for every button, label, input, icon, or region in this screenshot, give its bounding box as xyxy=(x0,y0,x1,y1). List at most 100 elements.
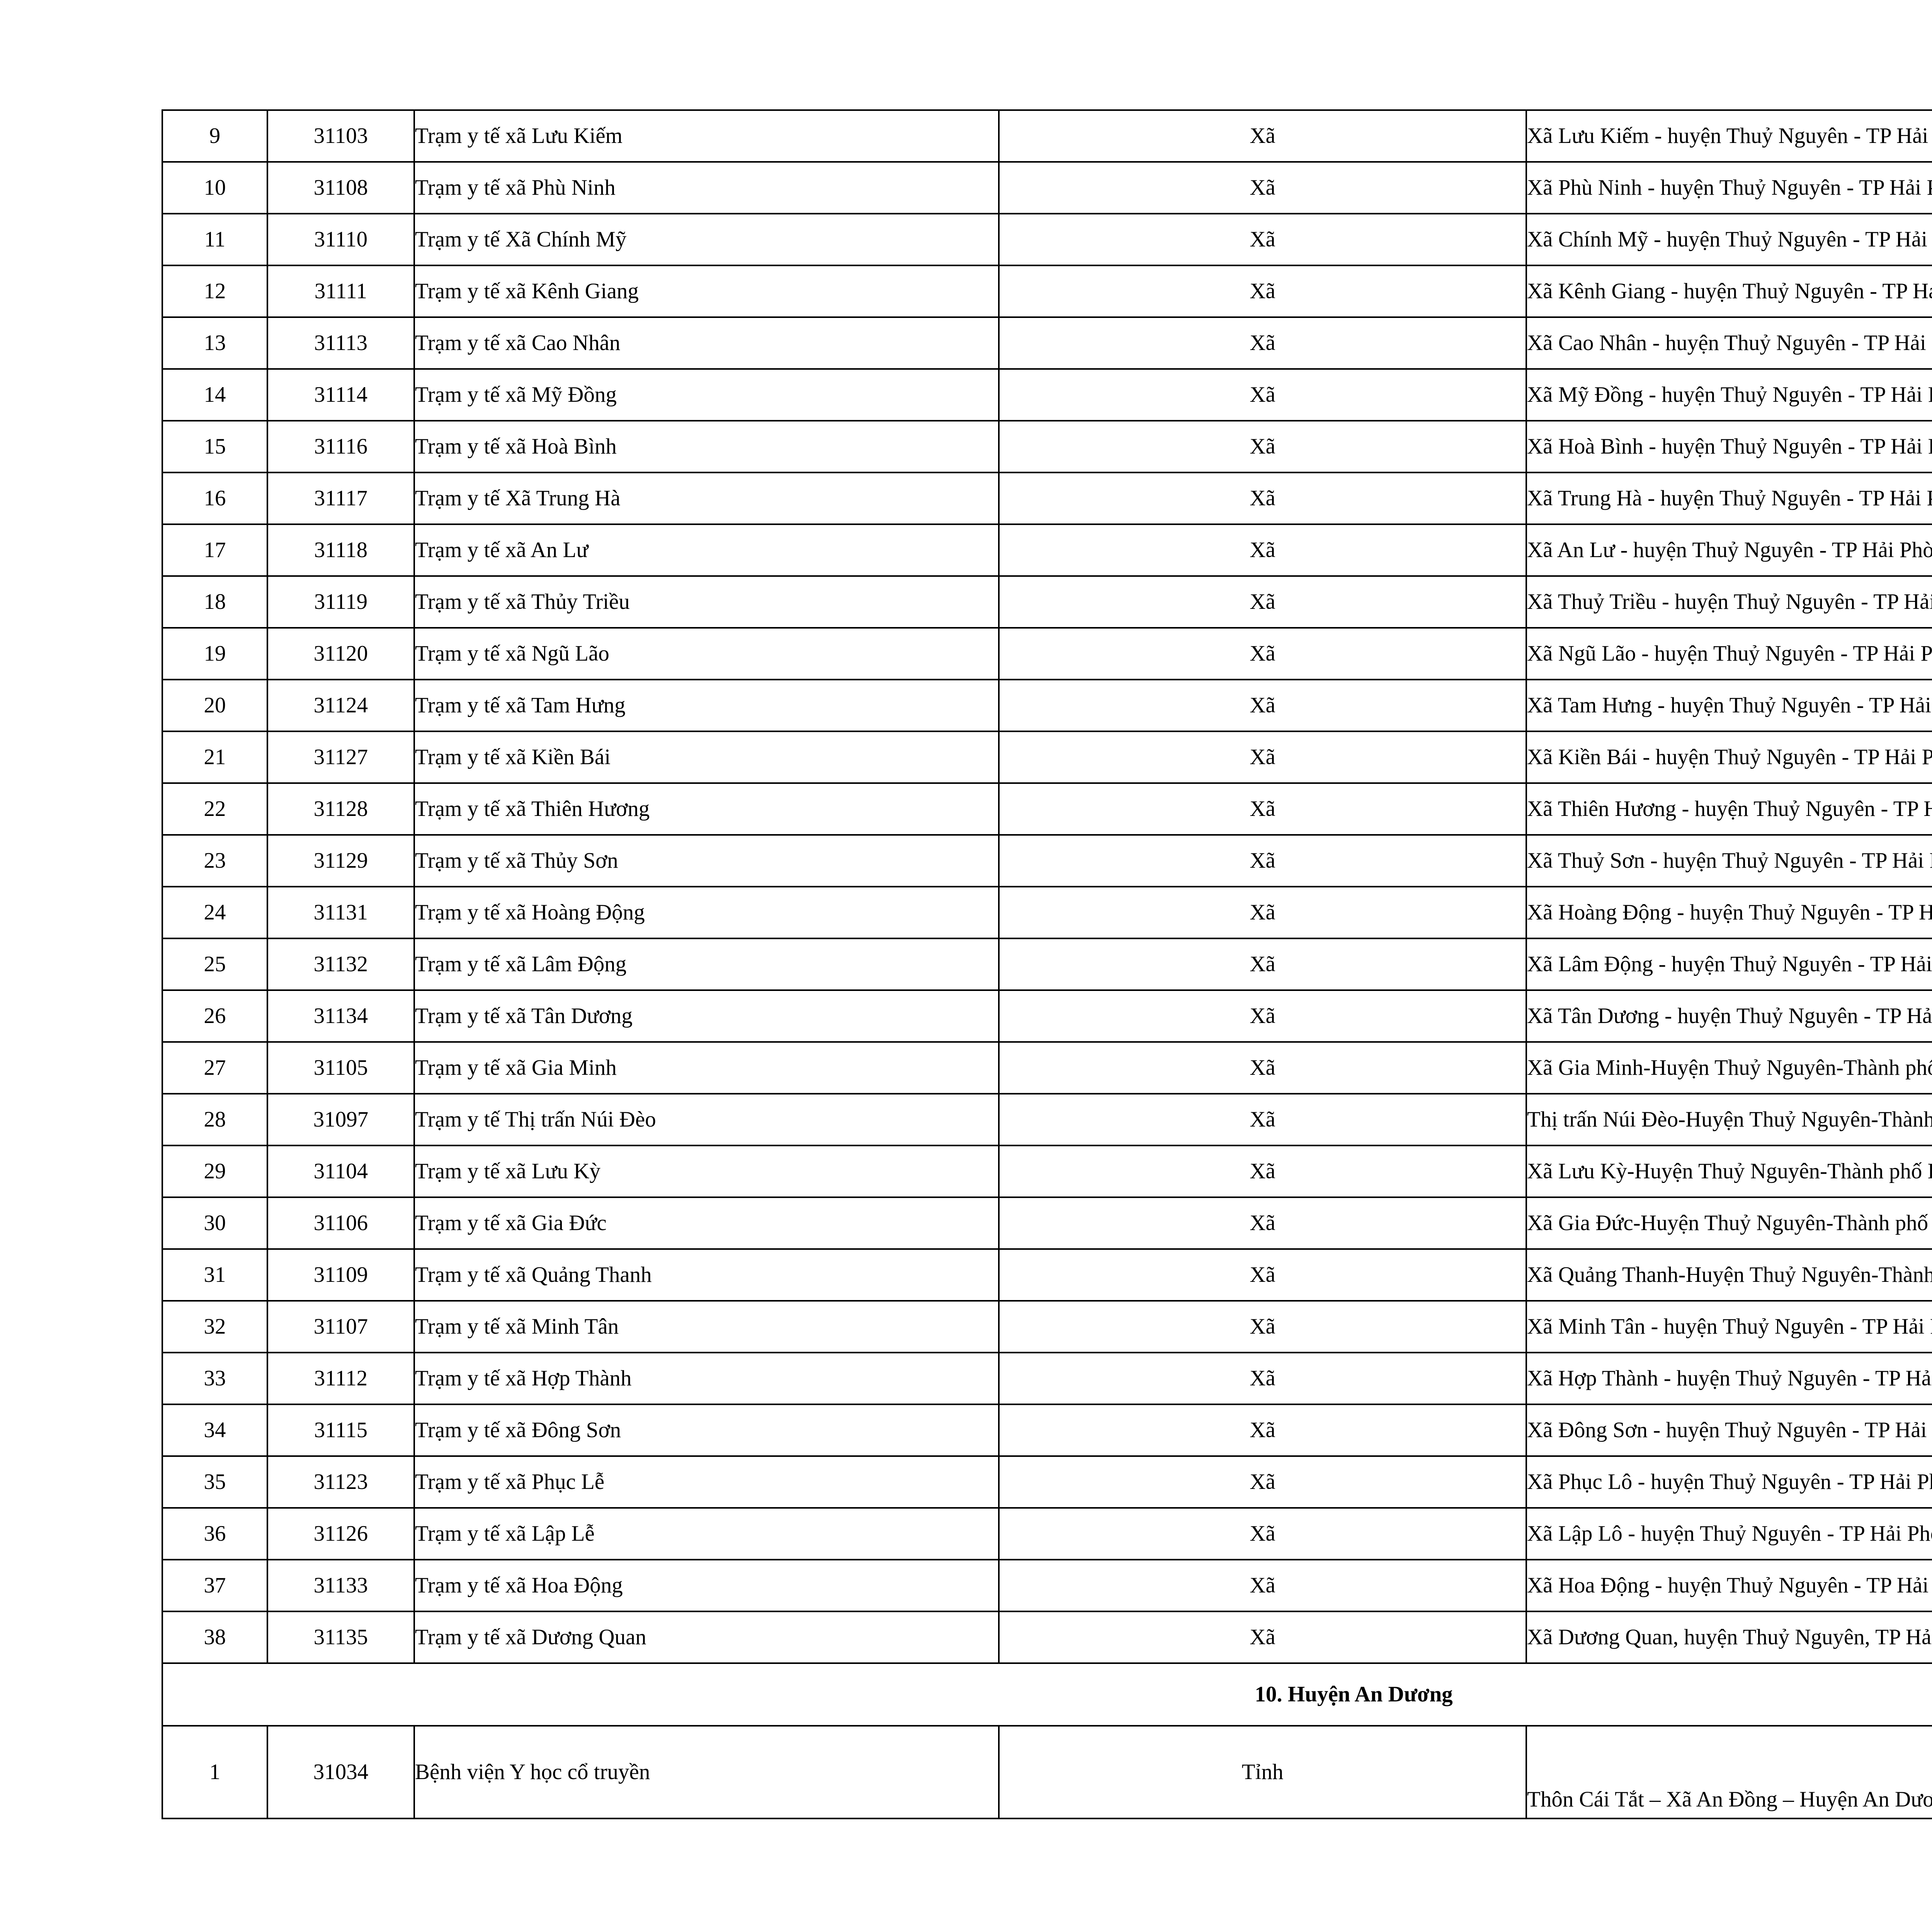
cell-name: Trạm y tế xã Kiền Bái xyxy=(413,731,1000,784)
cell-code: 31108 xyxy=(267,161,415,214)
cell-address: Xã An Lư - huyện Thuỷ Nguyên - TP Hải Ph… xyxy=(1526,523,1932,577)
table-row: 17 31118 Trạm y tế xã An Lư Xã Xã An Lư … xyxy=(162,523,1932,577)
cell-address: Xã Kiền Bái - huyện Thuỷ Nguyên - TP Hải… xyxy=(1526,731,1932,784)
cell-code: 31104 xyxy=(267,1145,415,1198)
cell-level: Xã xyxy=(998,472,1527,525)
cell-name: Trạm y tế xã Lưu Kiếm xyxy=(413,109,1000,163)
cell-level: Tỉnh xyxy=(998,1725,1527,1819)
cell-name: Trạm y tế Xã Chính Mỹ xyxy=(413,213,1000,266)
cell-code: 31115 xyxy=(267,1404,415,1457)
cell-address: Xã Lưu Kiếm - huyện Thuỷ Nguyên - TP Hải… xyxy=(1526,109,1932,163)
cell-address: Xã Phù Ninh - huyện Thuỷ Nguyên - TP Hải… xyxy=(1526,161,1932,214)
cell-address: Xã Thuỷ Sơn - huyện Thuỷ Nguyên - TP Hải… xyxy=(1526,834,1932,887)
cell-level: Xã xyxy=(998,1196,1527,1250)
cell-stt: 36 xyxy=(162,1507,268,1560)
table-row: 35 31123 Trạm y tế xã Phục Lễ Xã Xã Phục… xyxy=(162,1455,1932,1509)
table-row: 30 31106 Trạm y tế xã Gia Đức Xã Xã Gia … xyxy=(162,1196,1932,1250)
cell-level: Xã xyxy=(998,938,1527,991)
table-row: 20 31124 Trạm y tế xã Tam Hưng Xã Xã Tam… xyxy=(162,679,1932,732)
cell-name: Trạm y tế xã Hoàng Động xyxy=(413,886,1000,939)
cell-name: Trạm y tế xã Gia Đức xyxy=(413,1196,1000,1250)
table-row: 22 31128 Trạm y tế xã Thiên Hương Xã Xã … xyxy=(162,782,1932,836)
cell-address: Xã Lưu Kỳ-Huyện Thuỷ Nguyên-Thành phố Hả… xyxy=(1526,1145,1932,1198)
cell-level: Xã xyxy=(998,575,1527,629)
cell-level: Xã xyxy=(998,213,1527,266)
table-body: 9 31103 Trạm y tế xã Lưu Kiếm Xã Xã Lưu … xyxy=(162,109,1932,1819)
table-row: 18 31119 Trạm y tế xã Thủy Triều Xã Xã T… xyxy=(162,575,1932,629)
cell-level: Xã xyxy=(998,989,1527,1043)
table-row: 32 31107 Trạm y tế xã Minh Tân Xã Xã Min… xyxy=(162,1300,1932,1353)
cell-code: 31127 xyxy=(267,731,415,784)
table-row: 24 31131 Trạm y tế xã Hoàng Động Xã Xã H… xyxy=(162,886,1932,939)
cell-name: Trạm y tế xã Lâm Động xyxy=(413,938,1000,991)
table-row: 28 31097 Trạm y tế Thị trấn Núi Đèo Xã T… xyxy=(162,1093,1932,1146)
cell-address: Xã Hợp Thành - huyện Thuỷ Nguyên - TP Hả… xyxy=(1526,1352,1932,1405)
cell-code: 31135 xyxy=(267,1611,415,1664)
table-row: 26 31134 Trạm y tế xã Tân Dương Xã Xã Tâ… xyxy=(162,989,1932,1043)
cell-address: Xã Lập Lô - huyện Thuỷ Nguyên - TP Hải P… xyxy=(1526,1507,1932,1560)
table-row: 25 31132 Trạm y tế xã Lâm Động Xã Xã Lâm… xyxy=(162,938,1932,991)
table-row: 36 31126 Trạm y tế xã Lập Lễ Xã Xã Lập L… xyxy=(162,1507,1932,1560)
table-row: 15 31116 Trạm y tế xã Hoà Bình Xã Xã Hoà… xyxy=(162,420,1932,473)
cell-name: Trạm y tế xã Minh Tân xyxy=(413,1300,1000,1353)
cell-address: Xã Cao Nhân - huyện Thuỷ Nguyên - TP Hải… xyxy=(1526,316,1932,370)
table-row: 1 31034 Bệnh viện Y học cổ truyền Tỉnh T… xyxy=(162,1725,1932,1819)
cell-name: Trạm y tế xã Lưu Kỳ xyxy=(413,1145,1000,1198)
cell-level: Xã xyxy=(998,1145,1527,1198)
cell-name: Trạm y tế xã Mỹ Đồng xyxy=(413,368,1000,421)
cell-level: Xã xyxy=(998,368,1527,421)
cell-address: Xã Hoàng Động - huyện Thuỷ Nguyên - TP H… xyxy=(1526,886,1932,939)
cell-address: Xã Thuỷ Triều - huyện Thuỷ Nguyên - TP H… xyxy=(1526,575,1932,629)
cell-name: Trạm y tế Thị trấn Núi Đèo xyxy=(413,1093,1000,1146)
cell-stt: 33 xyxy=(162,1352,268,1405)
cell-address: Xã Mỹ Đồng - huyện Thuỷ Nguyên - TP Hải … xyxy=(1526,368,1932,421)
cell-stt: 19 xyxy=(162,627,268,680)
cell-level: Xã xyxy=(998,731,1527,784)
cell-level: Xã xyxy=(998,316,1527,370)
cell-stt: 12 xyxy=(162,265,268,318)
cell-stt: 32 xyxy=(162,1300,268,1353)
cell-stt: 17 xyxy=(162,523,268,577)
cell-level: Xã xyxy=(998,161,1527,214)
cell-code: 31126 xyxy=(267,1507,415,1560)
cell-name: Trạm y tế xã Thủy Triều xyxy=(413,575,1000,629)
cell-address: Xã Kênh Giang - huyện Thuỷ Nguyên - TP H… xyxy=(1526,265,1932,318)
cell-level: Xã xyxy=(998,265,1527,318)
cell-stt: 28 xyxy=(162,1093,268,1146)
cell-name: Trạm y tế xã Kênh Giang xyxy=(413,265,1000,318)
cell-address: Xã Lâm Động - huyện Thuỷ Nguyên - TP Hải… xyxy=(1526,938,1932,991)
table-row: 38 31135 Trạm y tế xã Dương Quan Xã Xã D… xyxy=(162,1611,1932,1664)
cell-code: 31123 xyxy=(267,1455,415,1509)
cell-code: 31117 xyxy=(267,472,415,525)
cell-name: Trạm y tế xã An Lư xyxy=(413,523,1000,577)
cell-code: 31119 xyxy=(267,575,415,629)
cell-name: Trạm y tế xã Dương Quan xyxy=(413,1611,1000,1664)
cell-code: 31134 xyxy=(267,989,415,1043)
cell-address: Xã Gia Đức-Huyện Thuỷ Nguyên-Thành phố H… xyxy=(1526,1196,1932,1250)
cell-code: 31112 xyxy=(267,1352,415,1405)
cell-name: Trạm y tế Xã Trung Hà xyxy=(413,472,1000,525)
cell-stt: 29 xyxy=(162,1145,268,1198)
cell-stt: 35 xyxy=(162,1455,268,1509)
cell-stt: 11 xyxy=(162,213,268,266)
cell-stt: 18 xyxy=(162,575,268,629)
cell-stt: 23 xyxy=(162,834,268,887)
cell-address: Thị trấn Núi Đèo-Huyện Thuỷ Nguyên-Thành… xyxy=(1526,1093,1932,1146)
cell-level: Xã xyxy=(998,1611,1527,1664)
cell-level: Xã xyxy=(998,782,1527,836)
cell-address: Thôn Cái Tắt – Xã An Đồng – Huyện An Dươ… xyxy=(1526,1725,1932,1819)
cell-level: Xã xyxy=(998,1093,1527,1146)
cell-code: 31133 xyxy=(267,1559,415,1612)
cell-name: Trạm y tế xã Gia Minh xyxy=(413,1041,1000,1094)
cell-code: 31129 xyxy=(267,834,415,887)
table-row: 33 31112 Trạm y tế xã Hợp Thành Xã Xã Hợ… xyxy=(162,1352,1932,1405)
cell-name: Trạm y tế xã Tân Dương xyxy=(413,989,1000,1043)
table-row: 37 31133 Trạm y tế xã Hoa Động Xã Xã Hoa… xyxy=(162,1559,1932,1612)
cell-code: 31120 xyxy=(267,627,415,680)
table-row: 19 31120 Trạm y tế xã Ngũ Lão Xã Xã Ngũ … xyxy=(162,627,1932,680)
cell-address: Xã Dương Quan, huyện Thuỷ Nguyên, TP Hải… xyxy=(1526,1611,1932,1664)
cell-address: Xã Hoa Động - huyện Thuỷ Nguyên - TP Hải… xyxy=(1526,1559,1932,1612)
cell-code: 31128 xyxy=(267,782,415,836)
cell-code: 31131 xyxy=(267,886,415,939)
